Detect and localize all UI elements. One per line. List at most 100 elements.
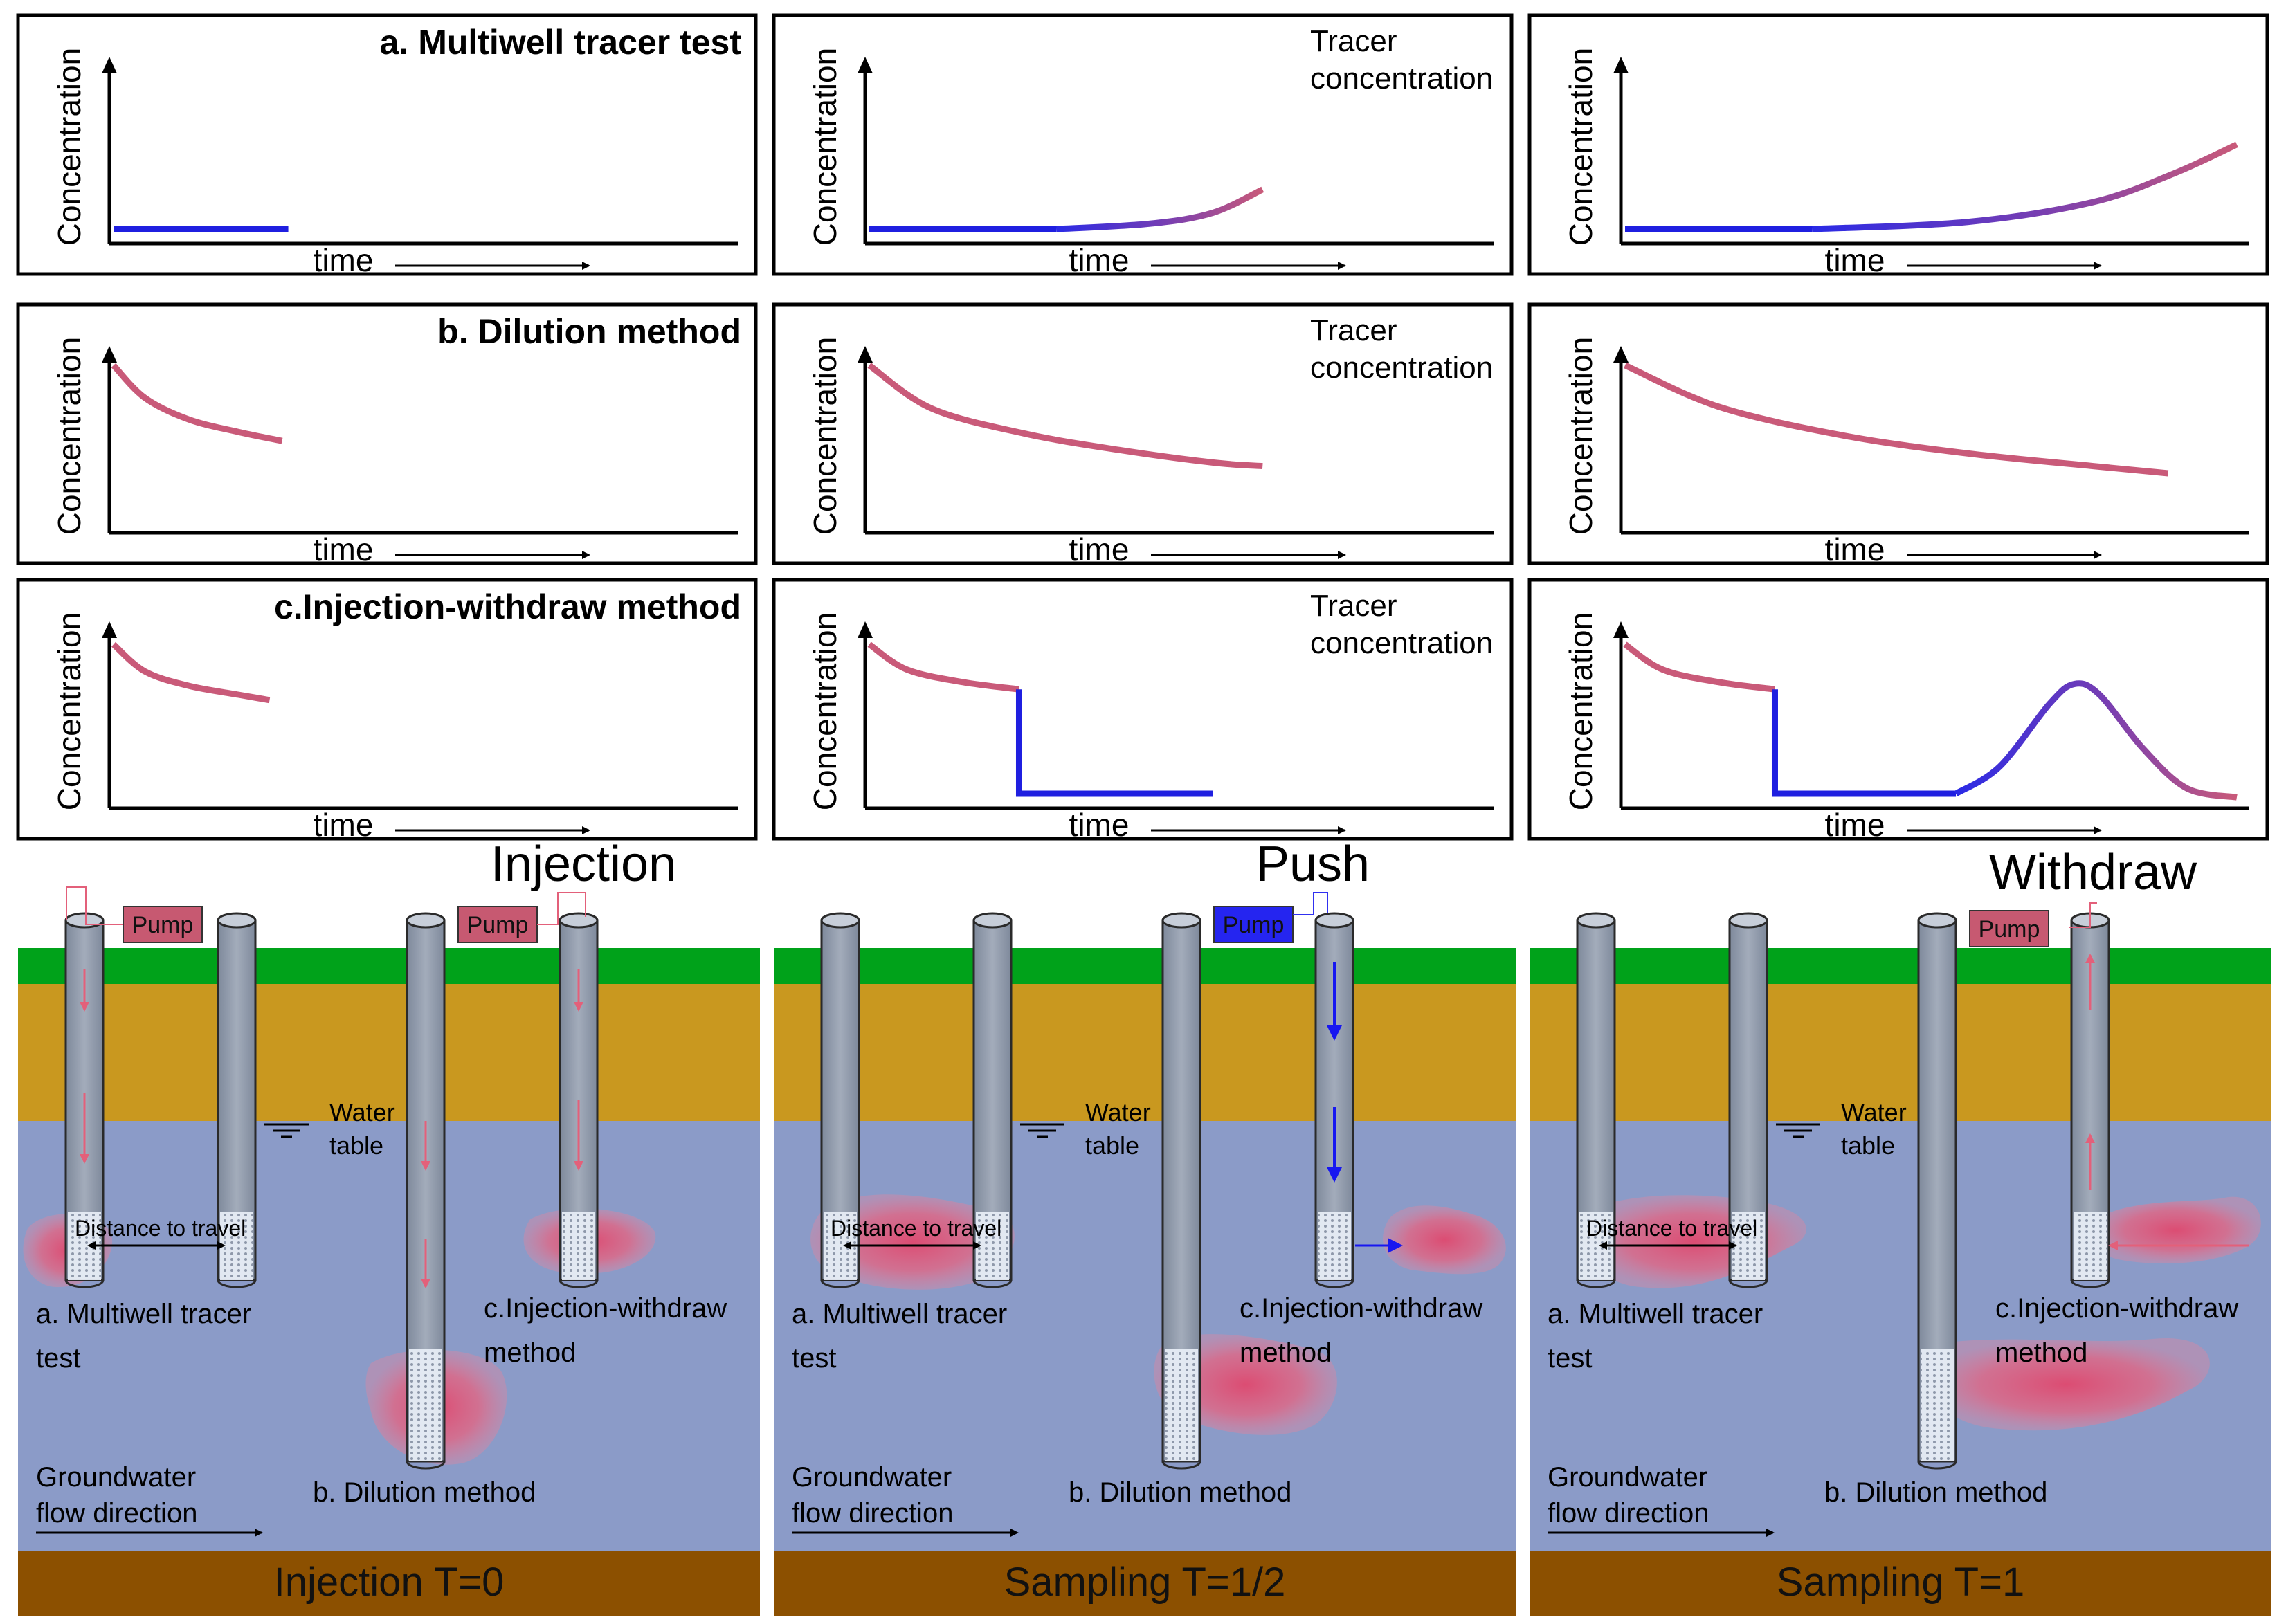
well-bottom xyxy=(1576,1279,1616,1288)
well-multiwell-observation xyxy=(972,912,1013,1288)
series-line xyxy=(1624,362,2169,477)
y-axis-arrowhead xyxy=(1613,346,1629,363)
dilution-label: b. Dilution method xyxy=(1824,1477,2047,1508)
y-axis-label: Concentration xyxy=(1563,48,1599,246)
pump-injwd: Pump xyxy=(1969,910,2049,947)
chart-title: b. Dilution method xyxy=(437,312,741,351)
series-line xyxy=(1623,641,1776,693)
well-bottom xyxy=(820,1279,860,1288)
gw-flow-label: flow direction xyxy=(1548,1498,1709,1529)
well-screen xyxy=(1921,1349,1954,1461)
x-axis-label: time xyxy=(1825,242,1885,278)
bedrock xyxy=(774,1551,1516,1616)
multiwell-label: test xyxy=(36,1343,80,1374)
chart-panel: Concentration time xyxy=(1527,578,2269,843)
pump-label: Pump xyxy=(467,912,529,938)
well-multiwell-observation xyxy=(1728,912,1768,1288)
injwd-label: c.Injection-withdraw xyxy=(484,1293,727,1324)
series-line xyxy=(867,641,1020,693)
dilution-label: b. Dilution method xyxy=(1069,1477,1291,1508)
pump-injwd: Pump xyxy=(1213,906,1294,943)
series-line xyxy=(1771,689,1957,797)
well-top xyxy=(972,912,1013,929)
x-axis-label: time xyxy=(1069,242,1130,278)
well-top xyxy=(820,912,860,929)
chart-frame xyxy=(16,302,758,565)
bedrock xyxy=(18,1551,760,1616)
saturated-zone xyxy=(1530,1121,2271,1551)
pump-multiwell: Pump xyxy=(123,906,203,943)
chart-frame xyxy=(772,13,1514,276)
multiwell-label: a. Multiwell tracer xyxy=(36,1299,251,1329)
water-table-label: Water xyxy=(329,1098,395,1126)
chart-panel: Concentration time c.Injection-withdraw me… xyxy=(16,578,758,843)
series-line xyxy=(1954,680,2238,801)
pump-body xyxy=(1213,906,1294,943)
series-line xyxy=(1056,186,1264,232)
multiwell-label: test xyxy=(1548,1343,1592,1374)
injwd-label: method xyxy=(1240,1338,1332,1368)
chart-frame xyxy=(1527,578,2269,841)
y-axis-arrowhead xyxy=(858,57,873,73)
water-table-label: Water xyxy=(1841,1098,1907,1126)
tracer-plume xyxy=(1922,1338,2210,1431)
distance-label: Distance to travel xyxy=(831,1216,1001,1241)
distance-label: Distance to travel xyxy=(75,1216,246,1241)
y-axis-label: Concentration xyxy=(1563,337,1599,535)
ground-surface xyxy=(18,948,760,984)
unsaturated-zone xyxy=(18,984,760,1121)
well-bottom xyxy=(2070,1279,2110,1288)
chart-panel: Concentration time Tracer concentration xyxy=(772,302,1514,567)
saturated-zone xyxy=(774,1121,1516,1551)
chart-panel: Concentration time a. Multiwell tracer tes… xyxy=(16,13,758,278)
well-bottom xyxy=(972,1279,1013,1288)
injwd-label: c.Injection-withdraw xyxy=(1995,1293,2238,1324)
y-axis-arrowhead xyxy=(102,57,117,73)
well-injection-withdraw xyxy=(1314,912,1354,1288)
distance-label: Distance to travel xyxy=(1586,1216,1757,1241)
well-top xyxy=(1728,912,1768,929)
chart-panel: Concentration time b. Dilution method xyxy=(16,302,758,567)
gw-flow-label: flow direction xyxy=(36,1498,197,1529)
well-screen xyxy=(2074,1212,2107,1280)
chart-frame xyxy=(772,302,1514,565)
step-footer: Sampling T=1/2 xyxy=(1004,1560,1286,1605)
y-axis-arrowhead xyxy=(858,346,873,363)
series-line xyxy=(111,363,283,444)
chart-panel: Concentration time xyxy=(1527,302,2269,567)
dilution-label: b. Dilution method xyxy=(313,1477,536,1508)
chart-frame xyxy=(16,578,758,841)
injwd-label: method xyxy=(1995,1338,2087,1368)
water-table-symbol xyxy=(264,1123,309,1138)
chart-panel: Concentration time xyxy=(1527,13,2269,278)
tracer-label: Tracer xyxy=(1310,589,1397,623)
y-axis-label: Concentration xyxy=(807,337,843,535)
well-multiwell-observation xyxy=(217,912,257,1288)
y-axis-arrowhead xyxy=(858,621,873,638)
phase-title: Injection xyxy=(491,837,676,892)
well-bottom xyxy=(64,1279,105,1288)
multiwell-label: a. Multiwell tracer xyxy=(1548,1299,1763,1329)
water-table-label: table xyxy=(1841,1131,1895,1160)
tracer-label: concentration xyxy=(1310,62,1493,95)
well-dilution xyxy=(406,912,446,1470)
well-top xyxy=(1576,912,1616,929)
pump-hose xyxy=(2069,902,2097,928)
pump-body xyxy=(1969,910,2049,947)
unsaturated-zone xyxy=(774,984,1516,1121)
well-screen xyxy=(220,1212,253,1280)
series-line xyxy=(867,363,1263,470)
injwd-label: c.Injection-withdraw xyxy=(1240,1293,1482,1324)
y-axis-arrowhead xyxy=(1613,57,1629,73)
pump-injwd: Pump xyxy=(457,906,538,943)
x-axis-label: time xyxy=(1825,531,1885,567)
tracer-label: concentration xyxy=(1310,626,1493,660)
x-axis-label: time xyxy=(1069,807,1130,843)
well-screen xyxy=(1732,1212,1765,1280)
chart-frame xyxy=(1527,13,2269,276)
saturated-zone xyxy=(18,1121,760,1551)
well-screen xyxy=(409,1349,442,1461)
well-top xyxy=(217,912,257,929)
pump-hose xyxy=(537,892,586,925)
pump-hose xyxy=(1293,892,1328,915)
